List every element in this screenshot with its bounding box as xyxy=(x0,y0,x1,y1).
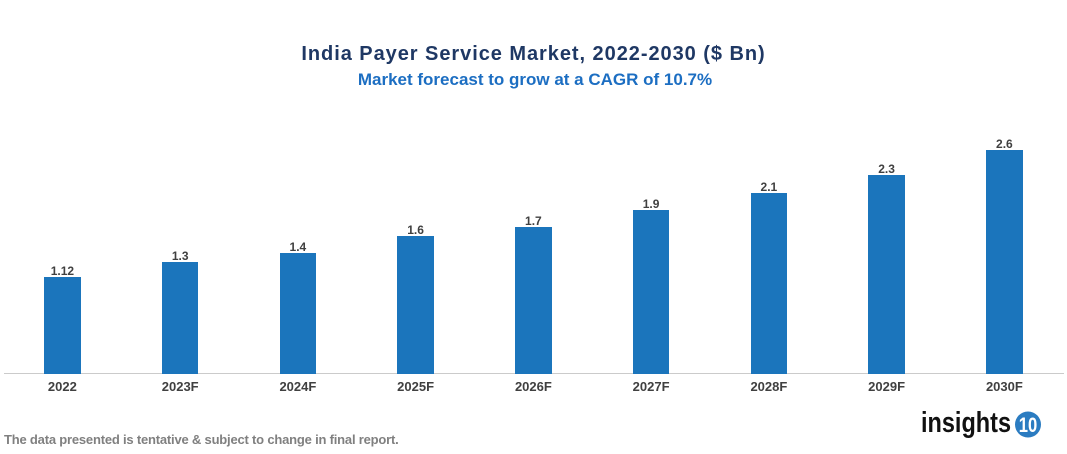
svg-text:insights: insights xyxy=(921,407,1011,439)
svg-text:10: 10 xyxy=(1019,414,1038,437)
